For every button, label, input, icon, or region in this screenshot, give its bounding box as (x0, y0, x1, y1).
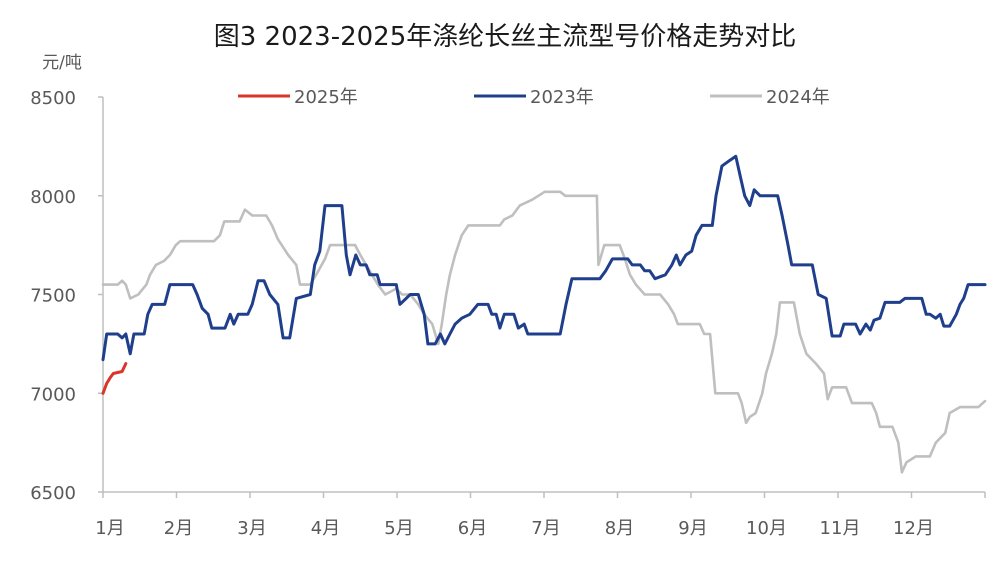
legend-item-2025: 2025年 (238, 87, 358, 108)
axes (102, 97, 985, 493)
x-tick-label: 1月 (95, 518, 124, 539)
x-tick-label: 6月 (458, 518, 487, 539)
x-tick-label: 7月 (531, 518, 560, 539)
series-line-2024 (101, 190, 987, 474)
y-axis-unit-label: 元/吨 (42, 53, 82, 73)
y-tick-label: 8500 (30, 88, 76, 109)
x-tick-label: 2月 (164, 518, 193, 539)
legend: 2025年 2023年 2024年 (238, 87, 830, 108)
legend-label-2024: 2024年 (766, 87, 830, 108)
x-tick-label: 9月 (678, 518, 707, 539)
legend-item-2024: 2024年 (710, 87, 830, 108)
series-line-2025 (101, 362, 128, 395)
plot-area (101, 154, 987, 474)
x-axis-ticks: 1月 2月 3月 4月 5月 6月 7月 8月 9月 10月 11月 12月 (95, 492, 986, 539)
y-tick-label: 8000 (30, 187, 76, 208)
x-tick-label: 11月 (820, 518, 861, 539)
x-tick-label: 8月 (605, 518, 634, 539)
x-tick-label: 4月 (311, 518, 340, 539)
y-axis-ticks: 6500 7000 7500 8000 8500 (30, 88, 103, 504)
series-line-2023 (101, 154, 987, 362)
legend-item-2023: 2023年 (474, 87, 594, 108)
y-tick-label: 6500 (30, 483, 76, 504)
legend-label-2023: 2023年 (530, 87, 594, 108)
y-tick-label: 7000 (30, 384, 76, 405)
x-tick-label: 10月 (746, 518, 787, 539)
legend-label-2025: 2025年 (294, 87, 358, 108)
y-tick-label: 7500 (30, 286, 76, 307)
x-tick-label: 12月 (893, 518, 934, 539)
chart-title: 图3 2023-2025年涤纶长丝主流型号价格走势对比 (214, 22, 797, 52)
x-tick-label: 3月 (237, 518, 266, 539)
x-tick-label: 5月 (384, 518, 413, 539)
